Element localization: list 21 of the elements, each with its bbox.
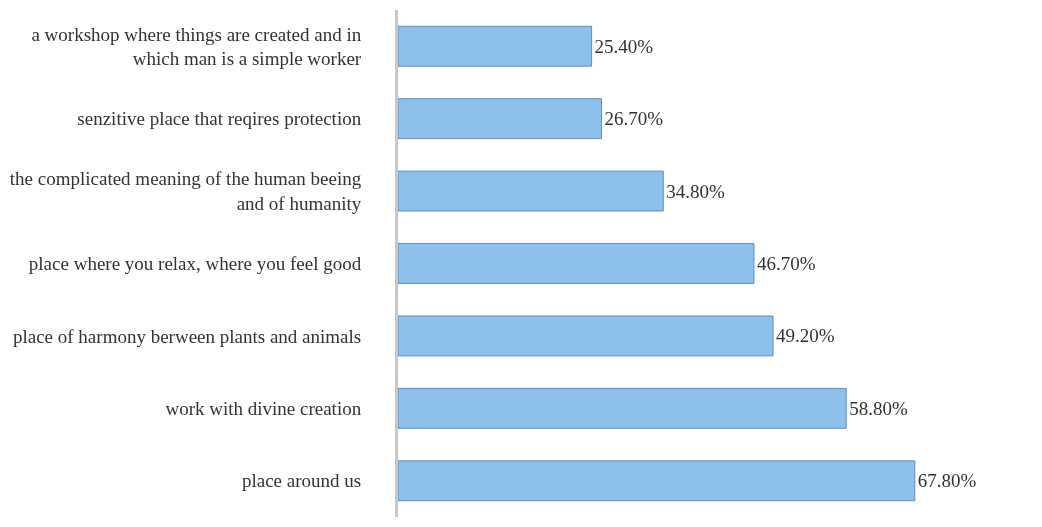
bar	[398, 315, 774, 357]
data-label: 46.70%	[756, 253, 816, 274]
data-label: 67.80%	[917, 470, 977, 492]
y-tick-label: place of harmony berween plants and animals	[12, 325, 362, 347]
bar	[398, 98, 603, 140]
bar	[398, 25, 593, 67]
y-tick-label: place where you relax, where you feel good	[28, 253, 362, 275]
y-tick-label: senzitive place that reqires protection	[77, 108, 362, 130]
y-tick-label: the complicated meaning of the human beeing and of humanity	[9, 168, 362, 215]
data-label: 49.20%	[776, 325, 835, 347]
bar	[398, 243, 755, 284]
data-label: 34.80%	[666, 180, 726, 202]
bar	[398, 387, 847, 429]
data-label: 26.70%	[604, 108, 664, 130]
y-tick-label: a workshop where things are created and in which man is a simple worker	[31, 23, 362, 70]
data-label: 25.40%	[594, 35, 654, 57]
y-tick-label: place around us	[241, 470, 362, 492]
bar	[398, 460, 916, 502]
data-label: 58.80%	[849, 397, 908, 419]
bar	[398, 170, 664, 212]
y-tick-label: work with divine creation	[165, 398, 362, 420]
